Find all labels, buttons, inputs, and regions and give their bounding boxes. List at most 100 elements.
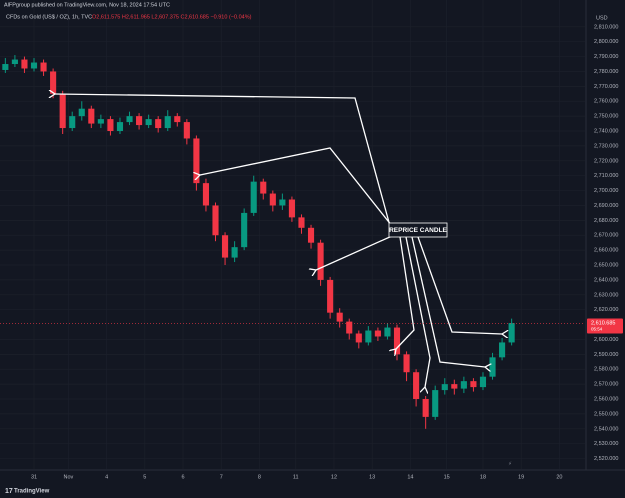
y-tick-label: 2,580.000 [594, 367, 618, 373]
x-tick-label: 20 [556, 474, 562, 480]
candle-body [231, 247, 238, 258]
candle-body [97, 119, 104, 124]
candle-body [222, 235, 229, 258]
y-tick-label: 2,710.000 [594, 173, 618, 179]
candle-body [88, 108, 95, 124]
y-tick-label: 2,640.000 [594, 277, 618, 283]
y-tick-label: 2,780.000 [594, 69, 618, 75]
y-tick-label: 2,650.000 [594, 262, 618, 268]
candle-body [374, 330, 381, 337]
candle-body [107, 119, 114, 132]
annotation-arrows: REPRICE CANDLE [55, 94, 502, 387]
publisher: AlFPgroup published on TradingView.com, … [4, 2, 170, 8]
candle-body [50, 71, 57, 94]
y-tick-label: 2,810.000 [594, 24, 618, 30]
y-tick-label: 2,570.000 [594, 382, 618, 388]
replay-icon: ⚡ [508, 460, 512, 467]
x-tick-label: Nov [64, 474, 74, 480]
candle-body [260, 181, 267, 194]
candle-body [69, 116, 76, 129]
y-tick-label: 2,670.000 [594, 233, 618, 239]
x-tick-label: 4 [105, 474, 108, 480]
candle-body [327, 279, 334, 313]
candle-body [40, 62, 47, 72]
candle-body [336, 312, 343, 322]
candle-body [212, 205, 219, 236]
y-tick-label: 2,680.000 [594, 218, 618, 224]
candle-body [384, 327, 391, 337]
candle-body [365, 330, 372, 343]
y-tick-label: 2,660.000 [594, 248, 618, 254]
candle-body [193, 138, 200, 184]
annotation-text: REPRICE CANDLE [389, 227, 447, 234]
y-tick-label: 2,590.000 [594, 352, 618, 358]
y-tick-label: 2,550.000 [594, 411, 618, 417]
candle-body [202, 183, 210, 206]
y-tick-label: 2,790.000 [594, 54, 618, 60]
candle-body [317, 242, 324, 280]
candle-body [413, 372, 420, 400]
x-tick-label: 19 [518, 474, 524, 480]
arrow [405, 236, 431, 387]
logo-icon: 17 [5, 488, 13, 495]
candle-body [393, 327, 401, 355]
y-tick-label: 2,760.000 [594, 99, 618, 105]
y-tick-label: 2,730.000 [594, 143, 618, 149]
candle-body [422, 399, 429, 417]
arrow [411, 236, 485, 367]
x-tick-label: 8 [258, 474, 261, 480]
y-tick-label: 2,740.000 [594, 128, 618, 134]
candle-body [403, 354, 410, 373]
candle-body [241, 212, 248, 248]
y-tick-label: 2,770.000 [594, 84, 618, 90]
candle-body [499, 342, 506, 358]
candle-body [279, 199, 286, 206]
candle-body [479, 376, 487, 388]
arrow [417, 236, 502, 334]
candle-body [145, 119, 152, 126]
candle-body [2, 64, 9, 70]
y-tick-label: 2,690.000 [594, 203, 618, 209]
x-tick-label: 6 [181, 474, 184, 480]
candle-body [470, 381, 477, 388]
candle-body [432, 390, 439, 417]
y-tick-label: 2,540.000 [594, 426, 618, 432]
candle-body [30, 62, 38, 69]
arrow [200, 147, 393, 227]
candle-body [307, 227, 315, 243]
candle-body [441, 384, 448, 391]
candle-body [288, 199, 295, 218]
currency: USD [596, 15, 608, 21]
candle-body [78, 108, 85, 117]
candle-body [489, 357, 496, 377]
arrow [316, 235, 393, 270]
y-tick-label: 2,800.000 [594, 39, 618, 45]
candle-body [508, 323, 515, 343]
x-tick-label: 12 [331, 474, 337, 480]
ohlc: O2,611.575 H2,611.965 L2,607.375 C2,610.… [92, 14, 252, 20]
grid [0, 0, 585, 469]
y-tick-label: 2,620.000 [594, 307, 618, 313]
candle-body [346, 321, 353, 334]
x-tick-label: 13 [369, 474, 375, 480]
annotation-box [388, 222, 448, 238]
logo: TradingView [14, 489, 50, 495]
candle-body [155, 119, 162, 129]
candle-body [183, 122, 190, 139]
candle-body [116, 122, 124, 132]
candle-body [126, 116, 133, 123]
y-tick-label: 2,700.000 [594, 188, 618, 194]
y-tick-label: 2,630.000 [594, 292, 618, 298]
candle-body [460, 381, 467, 389]
x-tick-label: 15 [444, 474, 450, 480]
x-tick-label: 7 [220, 474, 223, 480]
candle-body [250, 181, 257, 213]
x-tick-label: 18 [480, 474, 486, 480]
candle-body [11, 59, 18, 65]
candle-body [164, 116, 171, 129]
x-tick-label: 14 [407, 474, 413, 480]
last-price-box [587, 318, 623, 334]
